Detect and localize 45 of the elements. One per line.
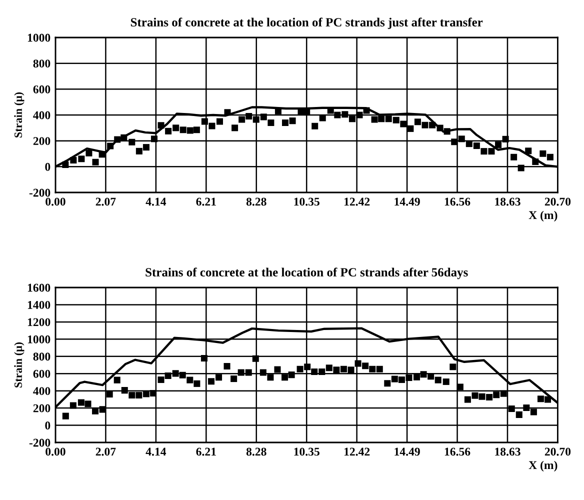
y-tick-label: -200 bbox=[29, 188, 50, 197]
x-tick-label: 2.07 bbox=[96, 198, 116, 206]
x-tick-label: 2.07 bbox=[96, 448, 116, 456]
y-axis-title: Strain (μ) bbox=[14, 92, 24, 138]
x-tick-label: 14.49 bbox=[394, 198, 420, 206]
y-tick-label: 1200 bbox=[28, 318, 50, 326]
y-tick-label: 1600 bbox=[28, 284, 50, 292]
x-tick-label: 20.70 bbox=[544, 448, 571, 456]
x-tick-label: 6.21 bbox=[196, 448, 216, 456]
y-tick-label: 400 bbox=[33, 387, 50, 396]
y-tick-label: 600 bbox=[33, 85, 50, 94]
x-tick-label: 10.35 bbox=[294, 448, 320, 456]
y-tick-label: 200 bbox=[33, 137, 50, 146]
y-axis-title: Strain (μ) bbox=[14, 342, 24, 388]
x-tick-label: 4.14 bbox=[146, 448, 166, 456]
x-tick-label: 14.49 bbox=[394, 448, 420, 456]
y-tick-label: 1000 bbox=[28, 34, 50, 42]
y-tick-label: 800 bbox=[33, 60, 50, 68]
x-tick-label: 18.63 bbox=[495, 448, 520, 456]
x-tick-label: 10.35 bbox=[294, 198, 320, 206]
chart-title: Strains of concrete at the location of PC strands just after transfer bbox=[130, 18, 483, 30]
x-tick-label: 16.56 bbox=[444, 448, 470, 456]
x-tick-label: 12.42 bbox=[344, 198, 370, 206]
x-tick-label: 8.28 bbox=[246, 198, 266, 206]
x-axis-title: X (m) bbox=[528, 460, 558, 472]
y-tick-label: -200 bbox=[29, 438, 50, 447]
x-axis-title: X (m) bbox=[528, 210, 558, 222]
y-tick-label: 600 bbox=[33, 370, 50, 378]
x-tick-label: 18.63 bbox=[495, 198, 520, 206]
y-tick-label: 200 bbox=[33, 404, 50, 412]
y-tick-label: 0 bbox=[45, 162, 50, 171]
x-tick-label: 16.56 bbox=[444, 198, 470, 206]
chart-title: Strains of concrete at the location of PC strands after 56days bbox=[146, 268, 468, 280]
y-tick-label: 400 bbox=[33, 111, 50, 120]
y-tick-label: 800 bbox=[33, 352, 50, 361]
x-tick-label: 0.00 bbox=[46, 448, 66, 456]
x-tick-label: 12.42 bbox=[344, 448, 370, 456]
x-tick-label: 6.21 bbox=[196, 198, 216, 206]
y-tick-label: 1400 bbox=[28, 300, 50, 309]
x-tick-label: 0.00 bbox=[46, 198, 66, 206]
x-tick-label: 20.70 bbox=[544, 198, 571, 206]
x-tick-label: 8.28 bbox=[246, 448, 266, 456]
y-tick-label: 0 bbox=[45, 422, 50, 430]
y-tick-label: 1000 bbox=[28, 335, 50, 344]
x-tick-label: 4.14 bbox=[146, 198, 166, 206]
